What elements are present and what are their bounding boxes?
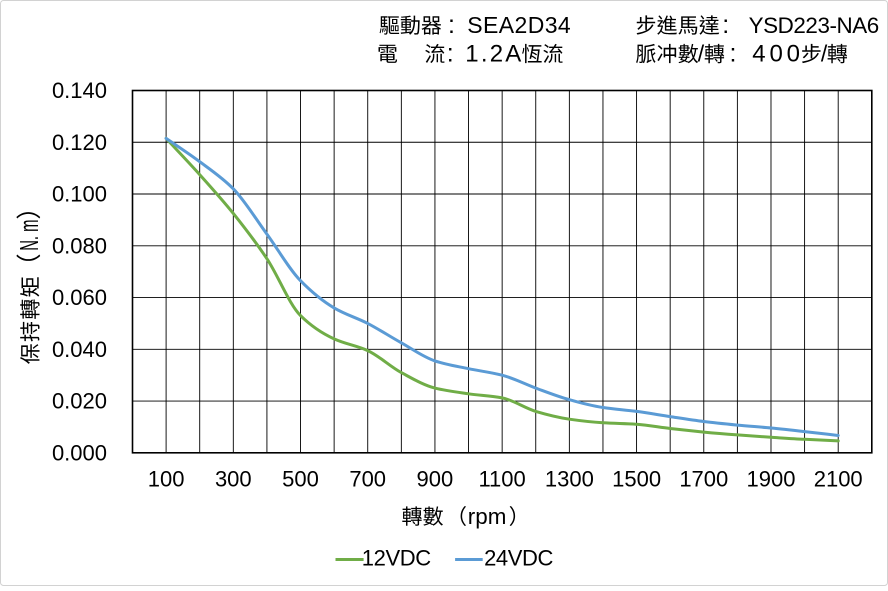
svg-text:1.2A: 1.2A	[465, 41, 523, 68]
svg-text:1100: 1100	[478, 467, 525, 492]
svg-text:0.060: 0.060	[52, 285, 107, 310]
svg-text:0.000: 0.000	[52, 440, 107, 465]
svg-text:400: 400	[752, 41, 803, 68]
svg-text:0.040: 0.040	[52, 337, 107, 362]
svg-text:1500: 1500	[612, 467, 661, 492]
svg-text:0.120: 0.120	[52, 130, 107, 155]
svg-text:0.100: 0.100	[52, 182, 107, 207]
svg-text:rpm: rpm	[468, 504, 507, 529]
svg-text:0.080: 0.080	[52, 233, 107, 258]
svg-text:1300: 1300	[545, 467, 594, 492]
svg-text:YSD223-NA6: YSD223-NA6	[749, 13, 879, 38]
svg-text:300: 300	[215, 467, 252, 492]
svg-text:SEA2D34: SEA2D34	[467, 12, 571, 38]
svg-text:24VDC: 24VDC	[484, 546, 553, 571]
svg-text:700: 700	[349, 467, 386, 492]
svg-text:2100: 2100	[814, 467, 863, 492]
svg-text::: :	[722, 11, 729, 39]
svg-text:1700: 1700	[679, 467, 728, 492]
svg-text:1900: 1900	[747, 467, 796, 492]
svg-text:N. m: N. m	[16, 220, 44, 251]
svg-text:0.020: 0.020	[52, 389, 107, 414]
svg-text:12VDC: 12VDC	[362, 546, 431, 571]
svg-text:100: 100	[148, 467, 185, 492]
svg-text:500: 500	[282, 467, 319, 492]
svg-text::: :	[447, 40, 454, 68]
svg-text:/: /	[821, 41, 828, 67]
svg-text::: :	[448, 11, 455, 39]
svg-text:/: /	[698, 41, 705, 67]
svg-text:0.140: 0.140	[52, 78, 107, 103]
svg-text::: :	[730, 40, 737, 68]
svg-text:900: 900	[417, 467, 454, 492]
